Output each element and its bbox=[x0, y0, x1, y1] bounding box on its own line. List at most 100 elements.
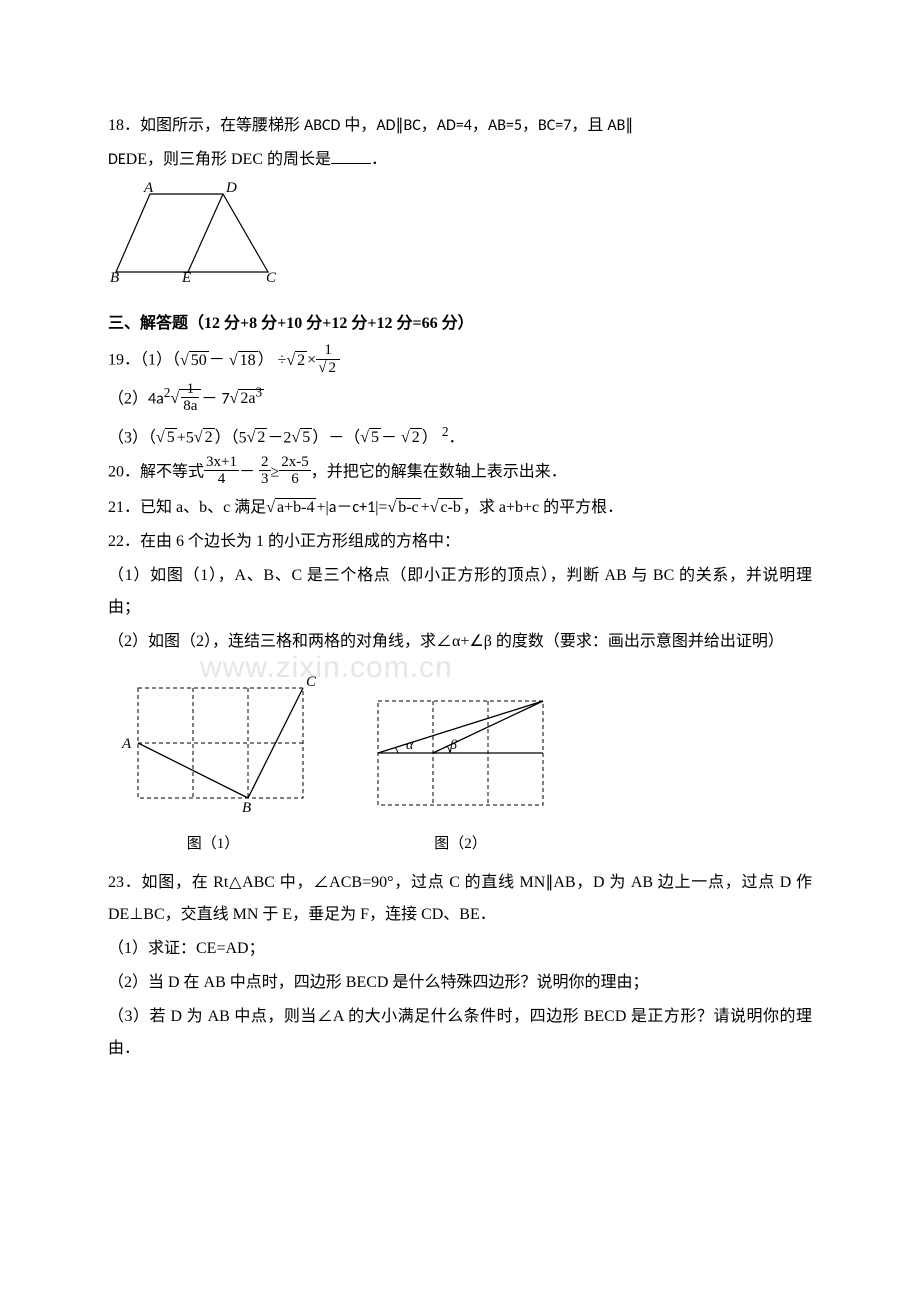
q20-f3: 2x-56 bbox=[279, 454, 311, 488]
q19-m1: － bbox=[209, 352, 225, 369]
section3-title: 三、解答题（12 分+8 分+10 分+12 分+12 分=66 分） bbox=[108, 308, 812, 340]
q19-div: ÷ bbox=[278, 352, 287, 369]
q19-1-prefix: 19．（1）（ bbox=[108, 352, 180, 369]
q18-t1: 18．如图所示，在等腰梯形 bbox=[108, 117, 304, 134]
sqrt50: 50 bbox=[180, 345, 209, 377]
q21-plus2: + bbox=[421, 499, 430, 516]
q19-3-prefix: （3）（ bbox=[108, 429, 156, 446]
q19-m2: －2 bbox=[267, 429, 291, 446]
svg-text:α: α bbox=[406, 738, 414, 753]
q19-2: （2）4a2 18a－ 72a3 bbox=[108, 380, 812, 417]
q18-c2: ， bbox=[472, 117, 488, 134]
q18-period: ． bbox=[371, 151, 387, 168]
q19-1: 19．（1）（50－ 18） ÷2×12 bbox=[108, 344, 812, 378]
q22-fig2-wrap: α β 图（2） bbox=[368, 693, 553, 859]
q19-7: 7 bbox=[221, 389, 229, 408]
q19-3: （3）（5+52）（52－25）－（5－ 2） 2． bbox=[108, 419, 812, 454]
q20-prefix: 20．解不等式 bbox=[108, 464, 204, 481]
q18-qie: ，且 bbox=[571, 117, 607, 134]
q18-bc: BC bbox=[403, 116, 420, 135]
q20-ge: ≥ bbox=[271, 464, 280, 481]
q18-adeq: AD=4 bbox=[437, 116, 472, 135]
q18-ad: AD bbox=[376, 116, 395, 135]
s2b: 2 bbox=[247, 422, 268, 454]
q23-l2: （1）求证：CE=AD； bbox=[108, 933, 812, 965]
q18-t2: DE，则三角形 DEC 的周长是 bbox=[126, 151, 331, 168]
q19-2-prefix: （2） bbox=[108, 390, 148, 407]
s2c: 2 bbox=[401, 422, 422, 454]
q21: 21．已知 a、b、c 满足a+b-4+|a－c+1|=b-c+c-b，求 a+… bbox=[108, 492, 812, 524]
svg-text:E: E bbox=[181, 270, 191, 282]
q22-fig2-caption: 图（2） bbox=[368, 829, 553, 859]
q22-fig1-caption: 图（1） bbox=[108, 829, 318, 859]
q21-s1: a+b-4 bbox=[266, 492, 316, 524]
sqrt2a: 2 bbox=[286, 345, 307, 377]
q19-p: ． bbox=[448, 429, 464, 446]
q23-l1: 23．如图，在 Rt△ABC 中，∠ACB=90°，过点 C 的直线 MN∥AB… bbox=[108, 867, 812, 931]
page-content: 18．如图所示，在等腰梯形 ABCD 中，AD∥BC，AD=4，AB=5，BC=… bbox=[108, 110, 812, 1065]
q19-frac2: 18a bbox=[181, 381, 199, 415]
q19-mm: － bbox=[381, 429, 397, 446]
svg-text:B: B bbox=[242, 800, 251, 813]
q18-c1: ， bbox=[421, 117, 437, 134]
q22-figures: A B C 图（1） bbox=[108, 668, 812, 859]
q18-mid1: 中， bbox=[340, 117, 376, 134]
svg-text:A: A bbox=[121, 736, 132, 752]
sqrt18: 18 bbox=[229, 345, 258, 377]
q19-c1: ）（5 bbox=[215, 429, 247, 446]
q18-bceq: BC=7 bbox=[538, 116, 571, 135]
svg-text:A: A bbox=[143, 182, 154, 196]
q22-l2: （1）如图（1），A、B、C 是三个格点（即小正方形的顶点），判断 AB 与 B… bbox=[108, 560, 812, 624]
s5b: 5 bbox=[291, 422, 312, 454]
q19-p5: +5 bbox=[177, 429, 194, 446]
q20-f2: 23 bbox=[259, 454, 271, 488]
q23-l4: （3）若 D 为 AB 中点，则当∠A 的大小满足什么条件时，四边形 BECD … bbox=[108, 1001, 812, 1065]
q20-f1: 3x+14 bbox=[204, 454, 239, 488]
q18-c3: ， bbox=[522, 117, 538, 134]
q18-line2: DEDE，则三角形 DEC 的周长是 ． bbox=[108, 144, 812, 176]
q21-eq: = bbox=[378, 499, 387, 516]
svg-text:D: D bbox=[225, 182, 237, 196]
q19-c2: ）－（ bbox=[312, 429, 360, 446]
q22-l1: 22．在由 6 个边长为 1 的小正方形组成的方格中： bbox=[108, 526, 812, 558]
sqrt-2a3: 2a3 bbox=[230, 380, 265, 415]
q19-c3: ） bbox=[422, 429, 438, 446]
q21-suffix: ，求 a+b+c 的平方根． bbox=[463, 499, 623, 516]
s5a: 5 bbox=[156, 422, 177, 454]
q20-suffix: ，并把它的解集在数轴上表示出来． bbox=[311, 464, 567, 481]
q20: 20．解不等式3x+14－ 23≥2x-56，并把它的解集在数轴上表示出来． bbox=[108, 456, 812, 490]
q19-frac1: 12 bbox=[316, 342, 340, 376]
q22-fig1-wrap: A B C 图（1） bbox=[108, 668, 318, 859]
q22-fig1-svg: A B C bbox=[108, 668, 318, 813]
q22-fig2-svg: α β bbox=[368, 693, 553, 813]
q19-close: ） bbox=[258, 352, 274, 369]
q19-2-m: － bbox=[201, 390, 217, 407]
q18-figure: A D B E C bbox=[108, 182, 812, 294]
q18-par2: ∥ bbox=[625, 117, 633, 134]
q21-prefix: 21．已知 a、b、c 满足 bbox=[108, 499, 266, 516]
trapezoid-svg: A D B E C bbox=[108, 182, 278, 282]
s5c: 5 bbox=[360, 422, 381, 454]
q18-blank bbox=[331, 163, 371, 164]
q18-ab2: AB bbox=[607, 116, 625, 135]
q19-times: × bbox=[307, 352, 316, 369]
q19-4a2: 4a bbox=[148, 389, 164, 408]
s2a: 2 bbox=[194, 422, 215, 454]
q18-abeq: AB=5 bbox=[488, 116, 522, 135]
q20-m1: － bbox=[239, 464, 255, 481]
svg-text:C: C bbox=[306, 674, 317, 690]
q18-abcd: ABCD bbox=[304, 116, 340, 135]
q21-absb: a－c+1 bbox=[329, 498, 376, 517]
q21-s3: c-b bbox=[430, 492, 463, 524]
q19-sq: 2 bbox=[164, 385, 171, 400]
svg-text:B: B bbox=[110, 270, 119, 282]
sqrt2b: 2 bbox=[318, 360, 338, 377]
svg-text:β: β bbox=[449, 738, 457, 753]
q21-s2: b-c bbox=[387, 492, 420, 524]
q23-l3: （2）当 D 在 AB 中点时，四边形 BECD 是什么特殊四边形？说明你的理由… bbox=[108, 967, 812, 999]
svg-text:C: C bbox=[266, 270, 277, 282]
q18-line1: 18．如图所示，在等腰梯形 ABCD 中，AD∥BC，AD=4，AB=5，BC=… bbox=[108, 110, 812, 142]
sqrt-1-8a: 18a bbox=[170, 383, 201, 417]
q22-l3: （2）如图（2），连结三格和两格的对角线，求∠α+∠β 的度数（要求：画出示意图… bbox=[108, 626, 812, 658]
q18-de: DE bbox=[108, 150, 126, 169]
